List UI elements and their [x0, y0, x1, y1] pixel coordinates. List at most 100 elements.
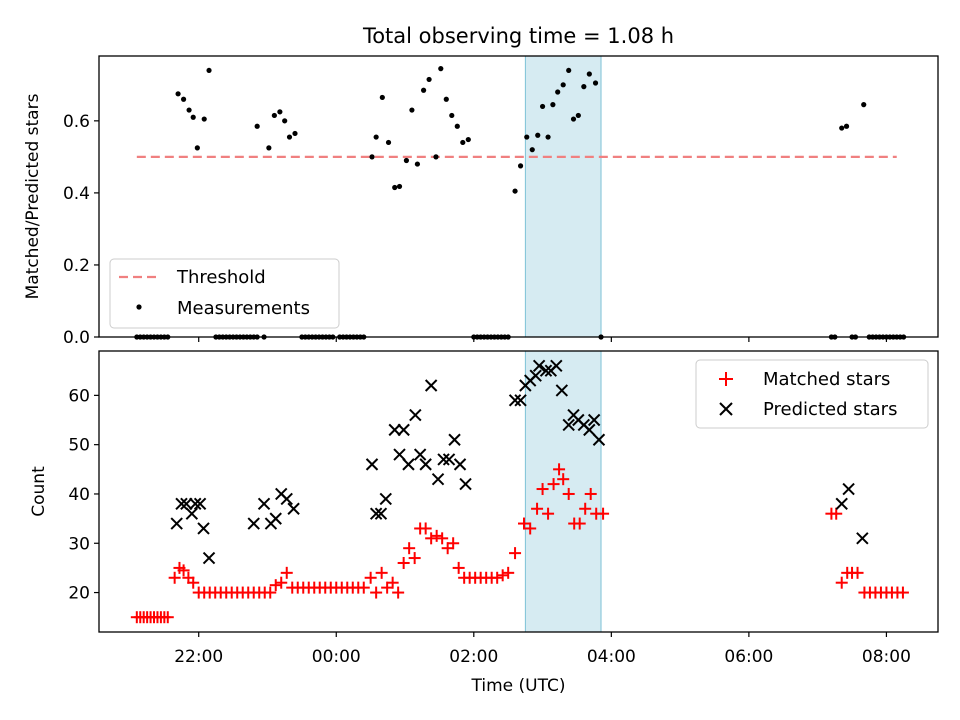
matched-star-point	[275, 576, 288, 589]
measurement-point	[460, 139, 466, 146]
predicted-star-point	[287, 502, 300, 515]
measurement-point	[570, 116, 577, 122]
legend-matched-swatch	[719, 372, 733, 386]
matched-star-point	[835, 576, 848, 589]
x-ticks-top	[198, 337, 888, 342]
measurement-point	[550, 102, 556, 108]
matched-star-point	[597, 507, 610, 520]
predicted-star-point	[555, 384, 569, 397]
measurement-point	[592, 80, 599, 86]
predicted-star-point	[539, 364, 553, 377]
predicted-star-point	[592, 433, 606, 446]
legend-measurements-swatch	[136, 304, 142, 310]
measurement-point	[201, 116, 207, 122]
matched-star-point	[436, 532, 449, 545]
y-tick-label: 0.0	[63, 328, 90, 348]
matched-star-point	[425, 532, 438, 545]
predicted-star-point	[550, 359, 563, 372]
legend-top: Threshold Measurements	[109, 258, 340, 329]
x-axis-label: Time (UTC)	[471, 676, 566, 696]
matched-star-point	[518, 517, 531, 530]
measurement-point	[409, 107, 415, 113]
predicted-star-point	[514, 394, 527, 407]
predicted-star-point	[842, 482, 855, 496]
x-ticks-bottom: 22:00 00:00 02:00 04:00 06:00 08:00	[174, 632, 911, 667]
measurement-point	[560, 82, 566, 88]
matched-star-point	[562, 487, 575, 500]
matched-star-point	[161, 611, 174, 624]
predicted-star-point	[189, 497, 202, 511]
measurement-point	[180, 96, 187, 102]
matched-star-point	[496, 569, 509, 582]
matched-star-point	[542, 507, 555, 520]
measurement-point	[586, 71, 592, 77]
measurement-point	[175, 91, 181, 97]
matched-star-point	[403, 542, 416, 555]
measurement-point	[392, 184, 398, 191]
y-ticks-top: 0.0 0.2 0.4 0.6	[63, 112, 99, 348]
y-tick-label: 0.6	[63, 112, 90, 132]
highlight-span-top	[524, 55, 602, 338]
matched-star-point	[386, 576, 399, 589]
matched-star-point	[430, 529, 443, 542]
measurement-point	[465, 136, 471, 143]
x-tick-label: 08:00	[862, 647, 911, 667]
predicted-star-point	[459, 477, 472, 491]
predicted-star-point	[175, 497, 188, 511]
matched-star-point	[536, 483, 549, 496]
measurement-point	[545, 134, 551, 140]
predicted-star-point	[835, 497, 848, 511]
x-tick-label: 00:00	[312, 647, 361, 667]
predicted-star-point	[587, 413, 601, 427]
measurement-point	[194, 145, 200, 151]
predicted-star-point	[413, 448, 427, 461]
measurement-point	[555, 89, 561, 95]
axes-frame-bottom	[98, 350, 939, 633]
measurement-point	[266, 145, 272, 151]
predicted-star-point	[374, 507, 388, 520]
predicted-star-point	[424, 379, 438, 392]
measurement-point	[575, 112, 581, 119]
legend-predicted-label: Predicted stars	[763, 399, 897, 420]
measurement-point	[433, 154, 439, 160]
measurement-point	[292, 130, 298, 137]
measurement-point	[271, 112, 277, 119]
measurement-point	[512, 188, 518, 194]
predicted-star-point	[529, 369, 542, 382]
measurement-point	[190, 114, 196, 120]
predicted-star-point	[431, 472, 445, 486]
legend-measurements-label: Measurements	[177, 298, 310, 319]
predicted-star-point	[409, 408, 422, 422]
x-tick-label: 22:00	[174, 647, 223, 667]
y-axis-label-bottom: Count	[29, 466, 49, 517]
measurement-point	[373, 134, 379, 140]
predicted-star-point	[397, 423, 410, 437]
predicted-star-point	[365, 458, 379, 471]
predicted-star-point	[402, 458, 415, 471]
y-axis-label-top: Matched/Predicted stars	[23, 93, 43, 299]
y-tick-label: 0.2	[63, 256, 90, 276]
predicted-star-point	[562, 418, 575, 432]
predicted-star-point	[369, 507, 383, 520]
y-tick-label: 0.4	[63, 184, 90, 204]
measurement-point	[286, 134, 293, 140]
measurement-point	[379, 94, 385, 101]
matched-star-point	[557, 473, 570, 486]
matched-star-point	[375, 566, 388, 579]
x-tick-label: 04:00	[587, 647, 636, 667]
matched-star-point	[502, 566, 515, 579]
matched-star-point	[851, 566, 864, 579]
measurement-point	[426, 76, 432, 83]
predicted-star-point	[170, 517, 183, 530]
matched-star-point	[524, 522, 537, 535]
legend-predicted-swatch	[719, 402, 733, 416]
measurement-point	[206, 67, 212, 74]
measurement-point	[277, 109, 283, 115]
matched-star-point	[168, 571, 181, 584]
predicted-star-point	[437, 453, 450, 466]
measurement-point	[438, 66, 444, 72]
predicted-star-point	[247, 517, 260, 530]
matched-stars-series	[130, 463, 909, 624]
matched-star-point	[364, 571, 377, 584]
measurement-point	[524, 134, 530, 140]
